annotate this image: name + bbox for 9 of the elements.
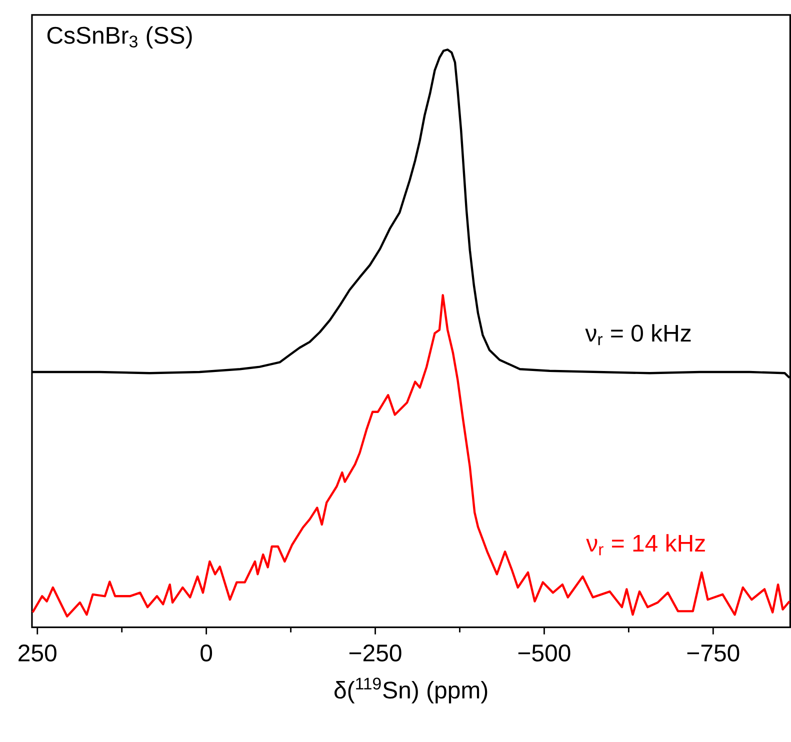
chart-title: CsSnBr$_{3}$ (SS) bbox=[47, 26, 192, 48]
series-label: ν$_{r}$ = 0 kHz bbox=[585, 324, 691, 346]
x-tick-label: 0 bbox=[200, 644, 212, 662]
x-tick-label: −500 bbox=[518, 644, 570, 662]
x-tick-label: −250 bbox=[349, 644, 402, 662]
x-tick-label: −750 bbox=[687, 644, 740, 662]
x-axis-title: δ($^{119}$Sn) (ppm) bbox=[334, 678, 488, 704]
series-label: ν$_{r}$ = 14 kHz bbox=[586, 534, 705, 556]
x-tick-label: 250 bbox=[18, 644, 56, 662]
